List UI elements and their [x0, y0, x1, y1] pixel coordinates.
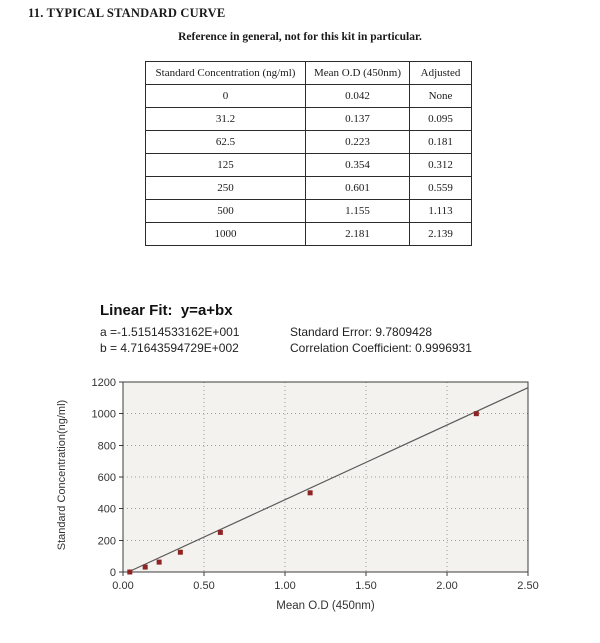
- linear-fit-block: Linear Fit: y=a+bx a =-1.51514533162E+00…: [100, 302, 472, 355]
- data-point: [177, 549, 183, 555]
- fit-line: [127, 387, 529, 573]
- x-tick-label: 1.50: [355, 580, 376, 592]
- table-row: 31.2 0.137 0.095: [145, 107, 472, 131]
- table-cell: 2.139: [409, 222, 472, 246]
- data-point: [156, 559, 162, 565]
- data-point: [217, 529, 223, 535]
- table-cell: 0.354: [305, 153, 410, 177]
- table-row: 1000 2.181 2.139: [145, 222, 472, 246]
- table-body: 0 0.042 None 31.2 0.137 0.095 62.5 0.223 0.181 12…: [145, 84, 472, 246]
- table-cell: None: [409, 84, 472, 108]
- table-cell: 0.559: [409, 176, 472, 200]
- fit-b-value: b = 4.71643594729E+002: [100, 341, 239, 355]
- y-tick-label: 200: [98, 535, 116, 547]
- x-tick-label: 0.00: [112, 580, 133, 592]
- correlation-coefficient: Correlation Coefficient: 0.9996931: [290, 341, 472, 355]
- reference-note: Reference in general, not for this kit i…: [178, 31, 422, 43]
- table-cell: 0.181: [409, 130, 472, 154]
- x-tick-label: 2.50: [517, 580, 538, 592]
- table-cell: 1.155: [305, 199, 410, 223]
- table-cell: 125: [145, 153, 306, 177]
- data-point: [473, 411, 479, 417]
- standard-curve-table: Standard Concentration (ng/ml) Mean O.D (…: [145, 61, 472, 246]
- table-cell: 0.601: [305, 176, 410, 200]
- table-cell: 0.223: [305, 130, 410, 154]
- data-point: [307, 490, 313, 496]
- table-cell: 500: [145, 199, 306, 223]
- table-row: 62.5 0.223 0.181: [145, 130, 472, 154]
- header-cell: Standard Concentration (ng/ml): [145, 61, 306, 85]
- table-cell: 0.137: [305, 107, 410, 131]
- y-tick-label: 800: [98, 440, 116, 452]
- y-axis-label: Standard Concentration(ng/ml): [56, 399, 68, 551]
- table-cell: 0.095: [409, 107, 472, 131]
- table-row: 125 0.354 0.312: [145, 153, 472, 177]
- data-point: [127, 569, 133, 575]
- table-cell: 31.2: [145, 107, 306, 131]
- table-cell: 1000: [145, 222, 306, 246]
- table-row: 500 1.155 1.113: [145, 199, 472, 223]
- table-cell: 2.181: [305, 222, 410, 246]
- standard-curve-plot: 0.00 0.50 1.00 1.50 2.00 2.50 0 200 400 600 800 100…: [92, 377, 539, 592]
- x-tick-label: 2.00: [436, 580, 457, 592]
- table-cell: 1.113: [409, 199, 472, 223]
- x-tick-label: 0.50: [193, 580, 214, 592]
- y-tick-label: 0: [110, 567, 116, 579]
- standard-curve-chart: Standard Concentration(ng/ml) 0.00 0.50 1.…: [0, 370, 600, 643]
- y-tick-label: 1000: [92, 409, 116, 421]
- plot-border: [122, 381, 529, 573]
- x-tick-label: 1.00: [274, 580, 295, 592]
- table-cell: 250: [145, 176, 306, 200]
- y-tick-label: 600: [98, 472, 116, 484]
- x-axis-label: Mean O.D (450nm): [276, 600, 375, 612]
- table-cell: 62.5: [145, 130, 306, 154]
- y-tick-label: 400: [98, 504, 116, 516]
- header-cell: Mean O.D (450nm): [305, 61, 410, 85]
- table-row: 0 0.042 None: [145, 84, 472, 108]
- table-cell: 0.042: [305, 84, 410, 108]
- linear-fit-stats: a =-1.51514533162E+001 Standard Error: 9…: [100, 325, 472, 355]
- table-header-row: Standard Concentration (ng/ml) Mean O.D (…: [145, 61, 472, 85]
- data-point: [142, 564, 148, 570]
- header-cell: Adjusted: [409, 61, 472, 85]
- section-title: 11. TYPICAL STANDARD CURVE: [28, 6, 226, 20]
- standard-error: Standard Error: 9.7809428: [290, 325, 433, 339]
- table-cell: 0.312: [409, 153, 472, 177]
- table-row: 250 0.601 0.559: [145, 176, 472, 200]
- y-tick-label: 1200: [92, 377, 116, 389]
- plot-background: [123, 382, 528, 572]
- linear-fit-title: Linear Fit: y=a+bx: [100, 302, 233, 319]
- table-cell: 0: [145, 84, 306, 108]
- fit-a-value: a =-1.51514533162E+001: [100, 325, 240, 339]
